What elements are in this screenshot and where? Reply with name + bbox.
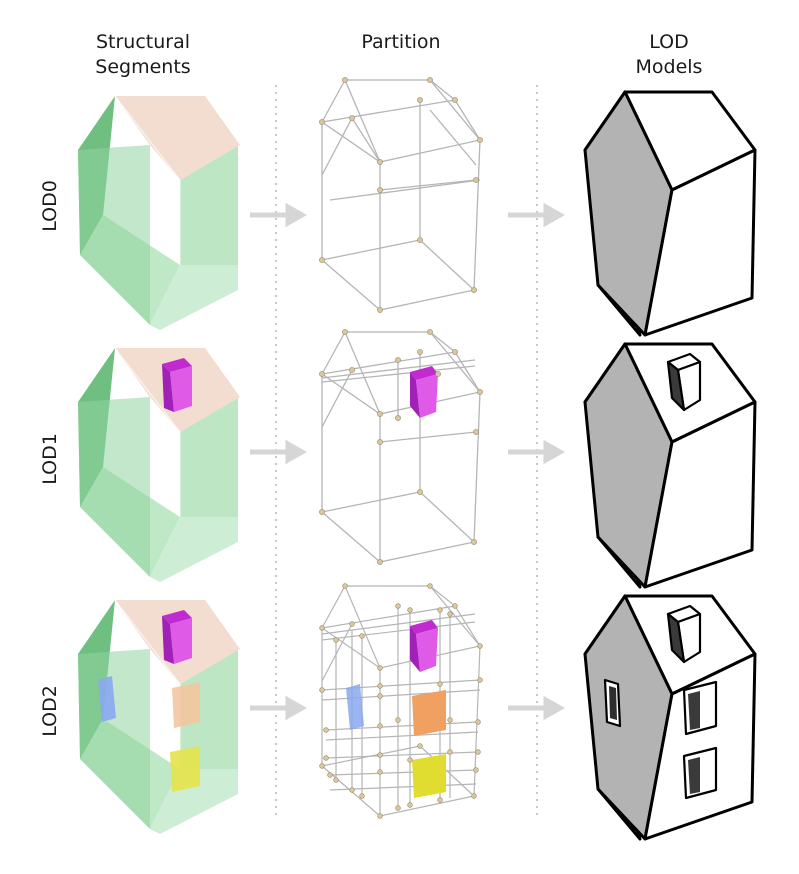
- window-model-lower: [682, 746, 718, 800]
- window-yellow: [170, 746, 200, 792]
- partition-chimney: [410, 620, 438, 634]
- chimney-lod2: [162, 610, 192, 664]
- partition-window-orange: [412, 690, 446, 736]
- model-lod1: [583, 342, 757, 589]
- chimney-model-lod2: [666, 604, 702, 664]
- partition-lod2-features: [346, 620, 446, 798]
- chimney-lod1: [162, 358, 192, 412]
- segments-lod1: [77, 347, 241, 583]
- column-title-structural-segments: Structural Segments: [95, 31, 191, 78]
- window-model-side: [603, 678, 622, 728]
- partition-lod1: [321, 331, 482, 563]
- model-lod2: [583, 594, 757, 841]
- partition-window-blue: [346, 684, 364, 730]
- segments-lod0: [77, 95, 241, 331]
- chimney-model-lod1: [666, 352, 702, 412]
- partition-lod2: [321, 585, 481, 817]
- window-blue: [98, 676, 116, 722]
- partition-lod2-vertices: [319, 583, 483, 819]
- column-title-partition: Partition: [361, 31, 441, 53]
- model-lod0: [583, 90, 757, 337]
- window-orange: [172, 682, 200, 728]
- segments-lod2: [77, 599, 241, 835]
- partition-lod0-vertices: [319, 77, 483, 313]
- arrows: [250, 202, 566, 721]
- partition-window-yellow: [412, 754, 446, 798]
- partition-lod1-chimney: [410, 366, 438, 418]
- partition-lod0: [321, 79, 482, 311]
- partition-lod1-vertices: [319, 329, 483, 565]
- window-model-upper: [682, 680, 718, 736]
- column-title-lod-models: LOD Models: [635, 31, 703, 78]
